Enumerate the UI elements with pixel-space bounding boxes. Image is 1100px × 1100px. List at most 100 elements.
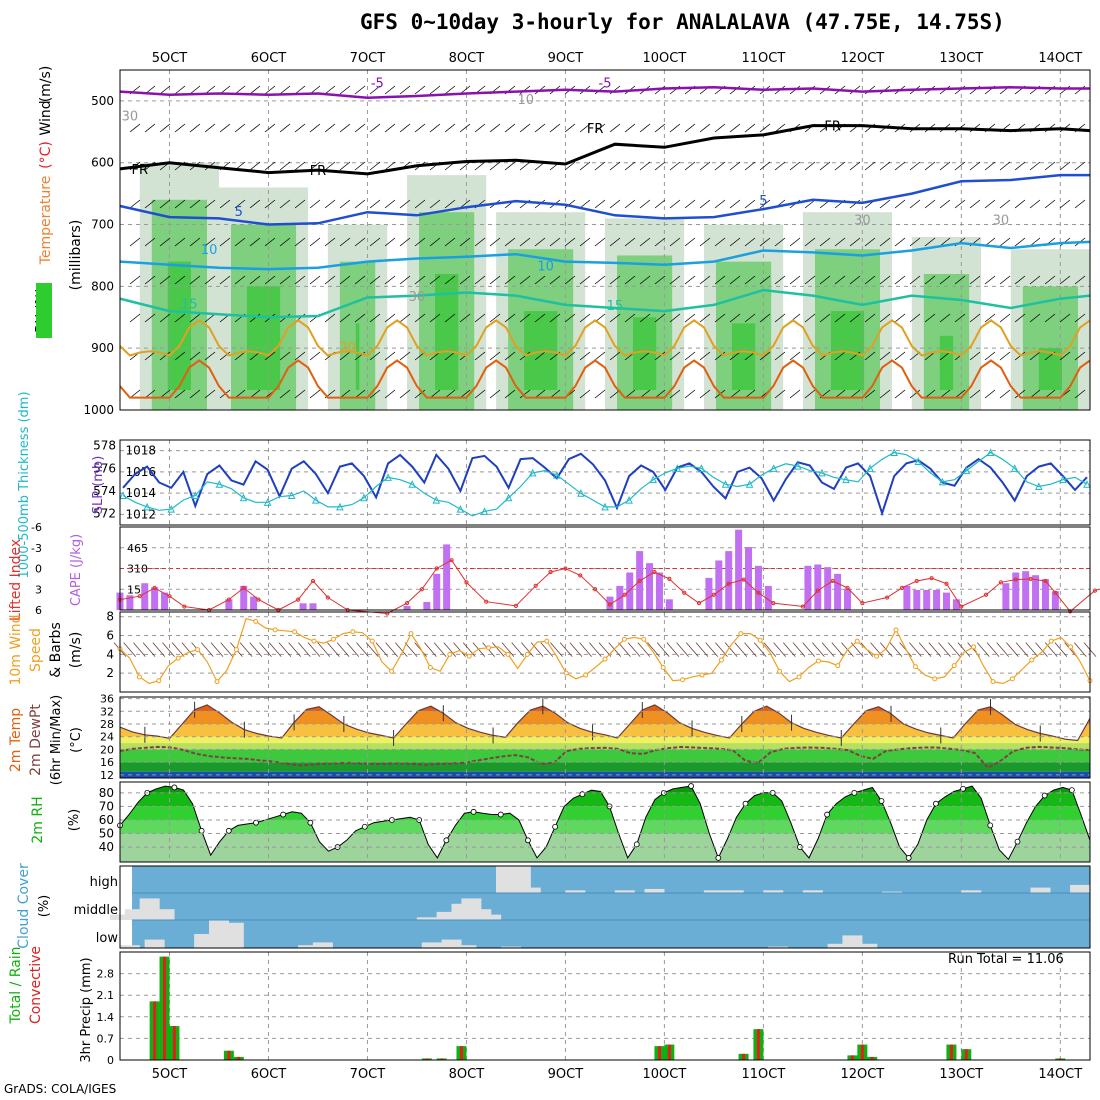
wind-barb-mark: [307, 642, 321, 657]
wind-barb-mark: [594, 389, 606, 399]
lifted-index-point: [404, 600, 410, 606]
wind-barb-mark: [894, 161, 906, 171]
contour-label: FR: [132, 163, 149, 178]
wind-barb-mark: [774, 123, 786, 133]
wind-barb-mark: [144, 199, 156, 209]
wind-barb-mark: [804, 199, 816, 209]
cloud-low-bar: [500, 946, 521, 948]
wind-barb-mark: [264, 161, 276, 171]
rh-band-moist: [1038, 348, 1062, 390]
contour-label: FR: [310, 164, 327, 179]
wind10-point: [466, 653, 472, 659]
wind-barb-mark: [309, 123, 321, 133]
wind-barb-mark: [324, 123, 336, 133]
wind-barb-mark: [174, 199, 186, 209]
wind-barb-mark: [174, 313, 186, 323]
wind-barb-mark: [624, 313, 636, 323]
wind-barb-mark: [444, 313, 456, 323]
wind-barb-mark: [433, 642, 447, 657]
wind-barb-mark: [384, 85, 396, 95]
wind10-point: [680, 677, 686, 683]
wind-barb-mark: [792, 642, 806, 657]
wind-barb-mark: [870, 642, 883, 657]
thickness-point: [263, 498, 272, 506]
lifted-index-point: [756, 590, 761, 595]
wind-barb-mark: [984, 313, 996, 323]
wind-barb-mark: [986, 642, 1000, 657]
wind-barb-mark: [339, 237, 351, 247]
wind10-point: [835, 663, 841, 669]
cape-bar: [646, 563, 654, 610]
rh-band: [120, 806, 1090, 820]
wind-barb-mark: [189, 313, 201, 323]
wind-barb-mark: [579, 351, 591, 361]
wind-barb-mark: [399, 275, 411, 285]
wind-barb-mark: [834, 161, 846, 171]
wind10-point: [330, 636, 336, 642]
wind-barb-mark: [999, 275, 1011, 285]
wind-barb-mark: [324, 313, 336, 323]
wind10-point: [350, 629, 356, 635]
rh2m-point: [579, 791, 586, 798]
precip-conv-bar: [949, 1044, 953, 1060]
wind-barb-mark: [928, 642, 942, 657]
wind-barb-mark: [123, 642, 137, 657]
wind-barb-mark: [564, 199, 576, 209]
wind-barb-mark: [346, 642, 360, 657]
wind-barb-mark: [521, 642, 534, 657]
wind-barb-mark: [637, 642, 651, 657]
wind-barb-mark: [501, 642, 515, 657]
cloud-high-bar: [510, 866, 531, 893]
wind-barb-mark: [999, 199, 1011, 209]
wind-barb-mark: [384, 275, 396, 285]
wind-barb-mark: [249, 313, 261, 323]
wind-barb-mark: [669, 313, 681, 323]
wind-barb-mark: [909, 389, 921, 399]
wind-barb-mark: [789, 351, 801, 361]
wind-barb-mark: [879, 313, 891, 323]
lifted-index-point: [434, 566, 439, 571]
wind-barb-mark: [969, 351, 981, 361]
rh-band-moist: [167, 261, 191, 390]
wind-barb-mark: [729, 275, 741, 285]
wind-barb-mark: [864, 275, 876, 285]
wind-barb-mark: [152, 642, 166, 657]
thickness-point: [143, 502, 151, 511]
wind-barb-mark: [954, 275, 966, 285]
wind-barb-mark: [239, 642, 253, 657]
thickness-tick-label: 578: [93, 439, 116, 453]
wind-barb-mark: [594, 199, 606, 209]
precip-conv-bar: [1058, 1058, 1062, 1060]
wind-barb-mark: [608, 642, 622, 657]
wind-barb-mark: [399, 389, 411, 399]
wind-barb-mark: [729, 123, 741, 133]
wind-barb-mark: [144, 275, 156, 285]
wind-barb-mark: [699, 199, 711, 209]
wind-barb-mark: [472, 642, 486, 657]
wind-barb-mark: [579, 642, 592, 657]
rh-tick-label: 80: [99, 786, 114, 800]
wind-barb-mark: [159, 313, 171, 323]
cloud-bg: [132, 866, 1090, 948]
wind-barb-mark: [1014, 237, 1026, 247]
wind-barb-mark: [609, 275, 621, 285]
wind-barb-mark: [181, 642, 195, 657]
cloud-high-bar: [703, 890, 724, 893]
wind-barb-mark: [294, 85, 306, 95]
precip-conv-bar: [227, 1050, 231, 1060]
x-tick-bottom-label: 8OCT: [449, 1067, 485, 1082]
cape-bar: [735, 529, 743, 610]
wind-barb-mark: [249, 199, 261, 209]
contour-label: -5: [599, 76, 612, 91]
wind-barb-mark: [259, 642, 272, 657]
wind-barb-mark: [609, 161, 621, 171]
wind10-point: [912, 664, 918, 670]
wind-barb-mark: [947, 642, 961, 657]
cape-bar: [844, 588, 851, 610]
wind-barb-mark: [819, 161, 831, 171]
wind-barb-mark: [594, 237, 606, 247]
lifted-tick-label: -6: [31, 521, 42, 534]
wind-barb-mark: [669, 161, 681, 171]
wind10-point: [932, 676, 938, 682]
wind10-point: [641, 636, 647, 642]
